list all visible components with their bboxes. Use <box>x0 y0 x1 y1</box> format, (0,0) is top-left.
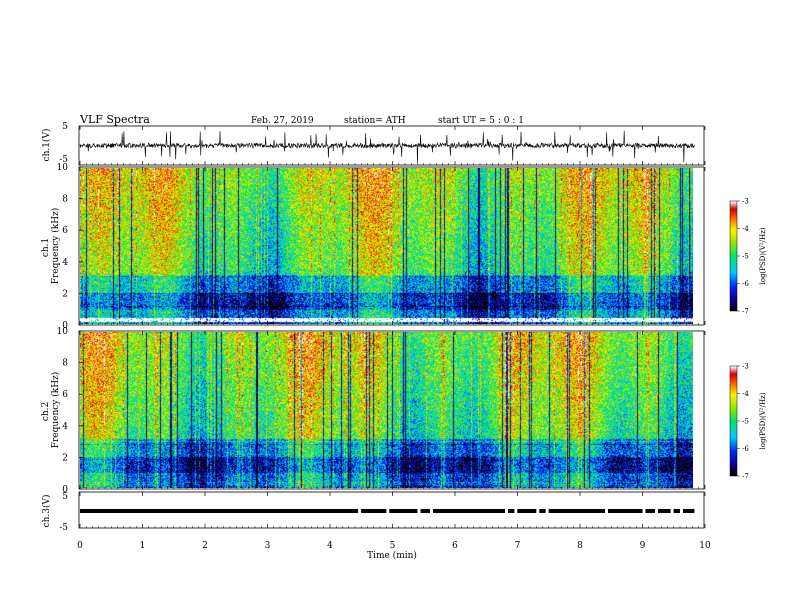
colorbar-tick-label: -6 <box>742 280 749 288</box>
ch3-signal-panel: 5 -5 ch.3(V) <box>41 491 705 533</box>
ch3-ytick-bottom: -5 <box>59 523 68 533</box>
x-tick-label: 5 <box>390 541 396 551</box>
ch3-gap <box>545 509 549 513</box>
x-tick-label: 6 <box>452 541 458 551</box>
colorbar-tick-label: -4 <box>742 225 749 233</box>
ch3-gap <box>680 509 683 513</box>
colorbar-tick-label: -7 <box>742 308 749 316</box>
colorbar-ch1-gradient <box>730 201 737 311</box>
ch3-gap <box>505 509 508 513</box>
ch3-gap <box>670 509 674 513</box>
spectrogram-ytick-label: 6 <box>62 390 68 400</box>
ch3-gap <box>605 509 608 513</box>
colorbar-tick-label: -5 <box>742 253 749 261</box>
ch1-spectrogram-image <box>80 168 693 324</box>
date-label: Feb. 27, 2019 <box>251 116 314 126</box>
ch1-waveform-panel: 5 -5 ch.1(V) <box>41 122 705 166</box>
station-label: station= ATH <box>344 116 406 126</box>
spectrogram-ytick-label: 2 <box>62 289 68 299</box>
colorbar-tick-label: -3 <box>742 363 749 371</box>
figure-title: VLF Spectra <box>79 113 150 126</box>
colorbar-tick-label: -5 <box>742 418 749 426</box>
colorbar-ch2-ticks: -3 -4 -5 -6 -7 <box>737 363 749 481</box>
x-tick-label: 2 <box>202 541 208 551</box>
spectrogram-ytick-label: 8 <box>62 359 68 369</box>
ch1-ytick-top: 5 <box>62 122 68 132</box>
ch3-gap <box>386 509 390 513</box>
ch1-spectrogram-panel: 10 8 6 4 2 0 ch.1 Frequency (kHz) <box>41 163 705 331</box>
ch3-gap <box>417 509 421 513</box>
ch2-ylabel-line2: Frequency (kHz) <box>50 372 61 449</box>
ch1-ylabel-line2: Frequency (kHz) <box>50 208 61 285</box>
spectrogram-ytick-label: 10 <box>57 163 69 173</box>
x-tick-label: 3 <box>265 541 271 551</box>
ch1-waveform-line <box>79 130 695 164</box>
colorbar-tick-label: -4 <box>742 390 749 398</box>
ch1-ylabel-line1: ch.1 <box>41 238 51 257</box>
ch3-signal-ylabel: ch.3(V) <box>41 495 52 528</box>
ch2-spectrogram-panel: 10 8 6 4 2 0 ch.2 Frequency (kHz) <box>41 327 705 495</box>
ch2-ylabel-line1: ch.2 <box>41 402 51 421</box>
spectrogram-ytick-label: 0 <box>62 321 68 331</box>
x-axis-label: Time (min) <box>367 550 417 561</box>
spectrogram-ytick-label: 8 <box>62 195 68 205</box>
spectrogram-ytick-label: 4 <box>62 258 68 268</box>
spectrogram-ytick-label: 0 <box>62 485 68 495</box>
ch3-gap <box>536 509 540 513</box>
x-tick-label: 7 <box>515 541 521 551</box>
spectrogram-ytick-label: 10 <box>57 327 69 337</box>
colorbar-tick-label: -6 <box>742 445 749 453</box>
colorbar-ch1-ticks: -3 -4 -5 -6 -7 <box>737 198 749 316</box>
x-tick-label: 9 <box>640 541 646 551</box>
ch3-gap <box>514 509 518 513</box>
colorbar-ch2-gradient <box>730 366 737 476</box>
colorbar-ch1-label: log(PSD)(V²/Hz) <box>759 227 767 284</box>
colorbar-tick-label: -3 <box>742 198 749 206</box>
spectrogram-ytick-label: 2 <box>62 453 68 463</box>
start-ut-label: start UT = 5 : 0 : 1 <box>438 116 524 126</box>
ch1-waveform-ylabel: ch.1(V) <box>41 129 52 162</box>
time-x-axis: 0 1 2 3 4 5 6 7 8 9 10 <box>77 126 711 551</box>
ch2-spectrogram-image <box>80 332 693 488</box>
ch3-gap <box>655 509 658 513</box>
ch3-gap <box>430 509 433 513</box>
ch1-spectrogram-ylabel: ch.1 Frequency (kHz) <box>41 208 61 285</box>
ch2-spectrogram-ylabel: ch.2 Frequency (kHz) <box>41 372 61 449</box>
ch3-signal-gaps <box>358 509 683 513</box>
colorbar-ch2-label: log(PSD)(V²/Hz) <box>759 392 767 449</box>
ch1-ytick-bottom: -5 <box>59 155 68 165</box>
ch1-spectrogram-yticks: 10 8 6 4 2 0 <box>57 163 83 331</box>
x-tick-label: 4 <box>327 541 333 551</box>
colorbar-ch2: -3 -4 -5 -6 -7 log(PSD)(V²/Hz) <box>729 363 767 481</box>
x-tick-label: 1 <box>140 541 146 551</box>
ch3-ytick-top: 5 <box>62 492 68 502</box>
spectrogram-ytick-label: 4 <box>62 422 68 432</box>
ch3-gap <box>642 509 646 513</box>
x-tick-label: 0 <box>77 541 83 551</box>
colorbar-ch1: -3 -4 -5 -6 -7 log(PSD)(V²/Hz) <box>729 198 767 316</box>
spectrogram-ytick-label: 6 <box>62 226 68 236</box>
colorbar-tick-label: -7 <box>742 473 749 481</box>
x-tick-label: 8 <box>577 541 583 551</box>
ch3-gap <box>358 509 362 513</box>
x-tick-label: 10 <box>699 541 711 551</box>
